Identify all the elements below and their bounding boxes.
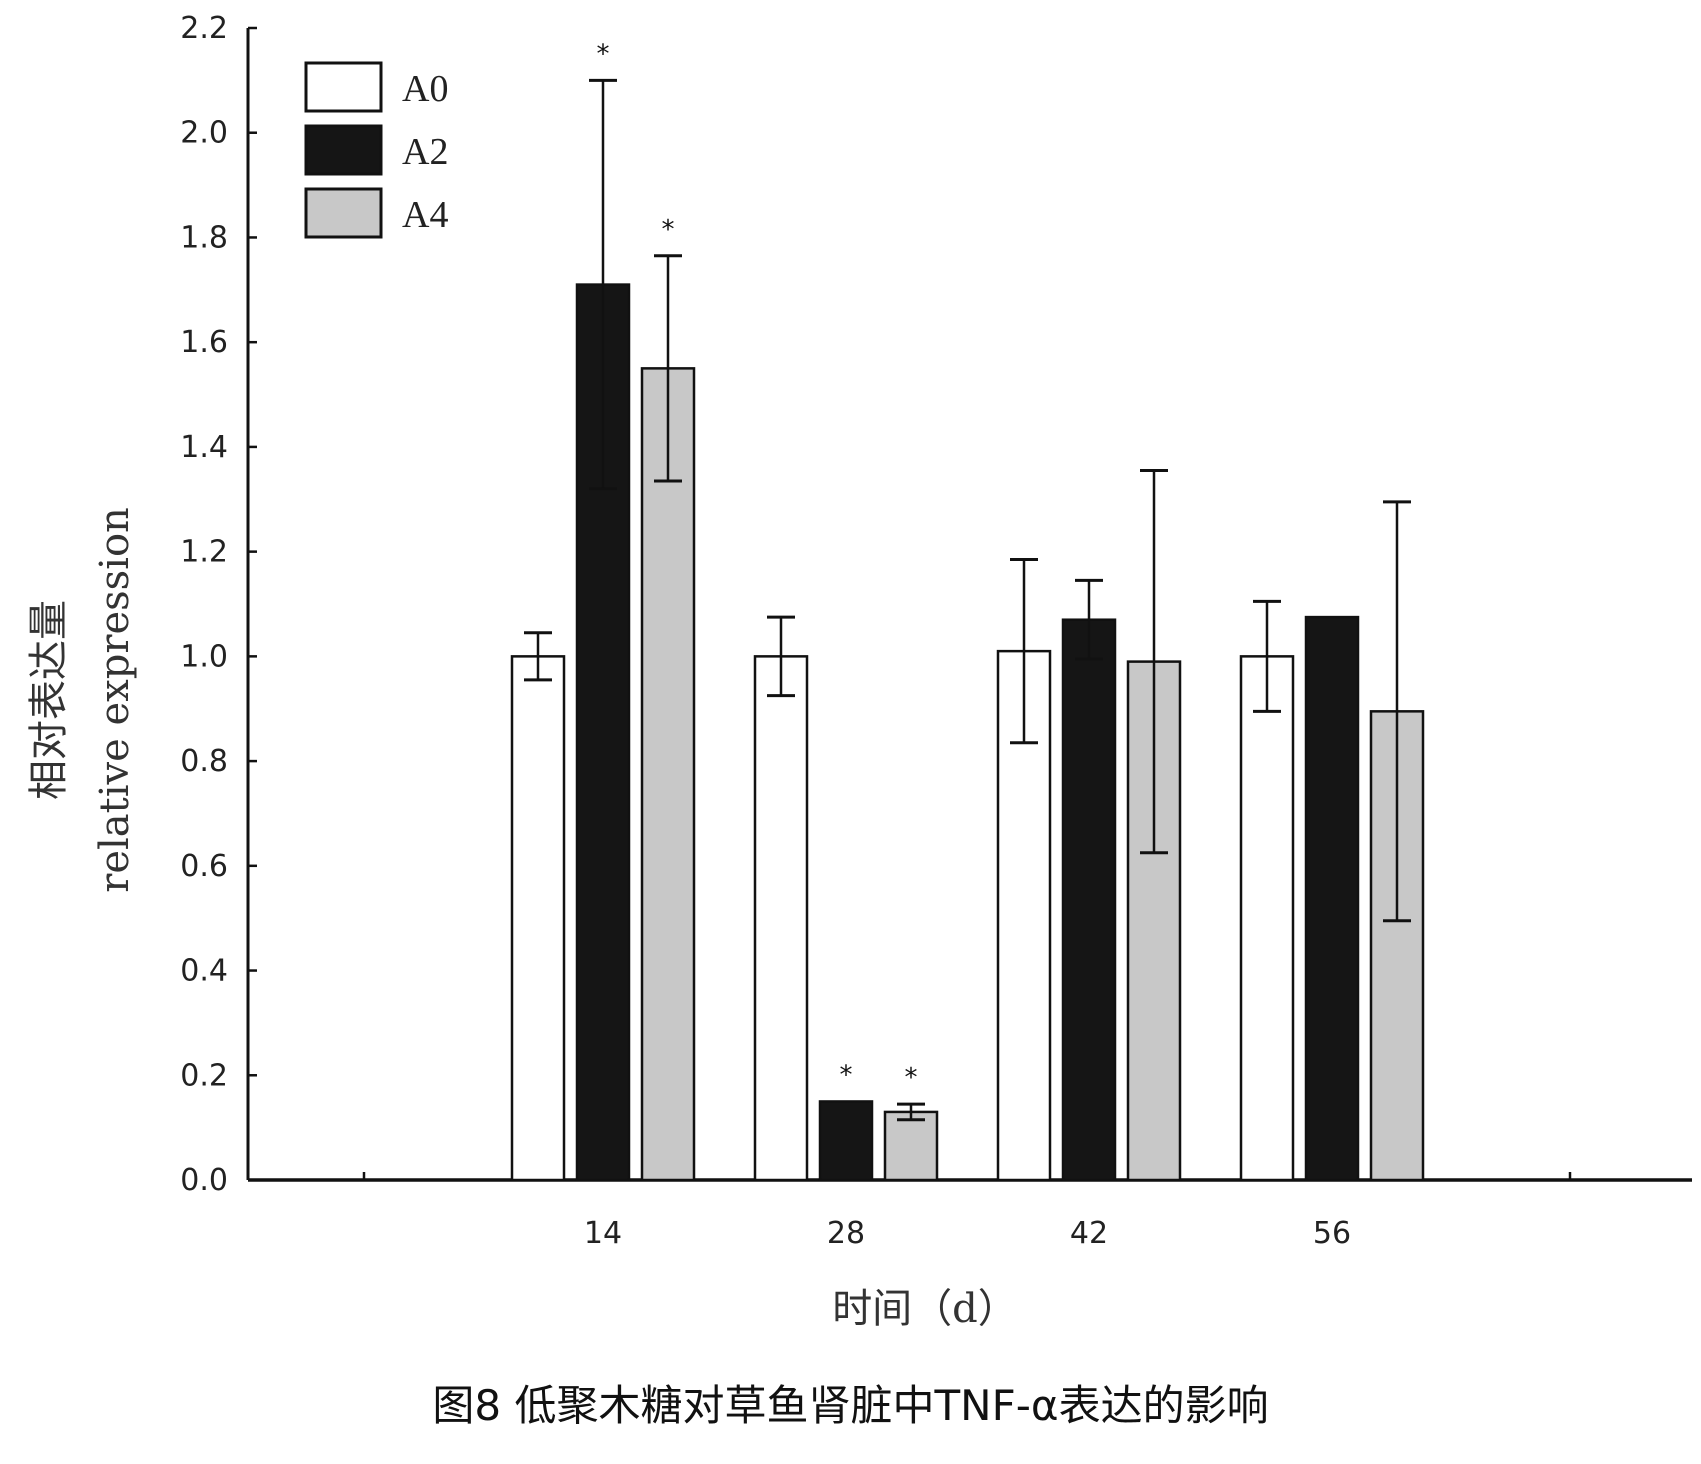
bar-a0 [753,655,809,1182]
error-bars [524,78,1411,1122]
y-tick-label: 1.0 [180,639,228,674]
legend-swatch-a0 [304,61,383,113]
y-tick-label: 1.4 [180,430,228,465]
x-tick-label: 14 [584,1216,622,1251]
significance-star: * [840,1060,853,1090]
y-tick-label: 1.6 [180,325,228,360]
significance-star: * [905,1063,918,1093]
bar-a2 [818,1100,874,1182]
y-tick-label: 0.4 [180,954,228,989]
bar-chart: 0.0 0.2 0.4 0.6 0.8 1.0 1.2 1.4 1.6 1.8 2.0 2.2 14 2… [26,11,1692,1332]
legend-label-a2: A2 [402,131,448,173]
legend-label-a4: A4 [402,194,448,236]
x-axis-title: 时间（d） [832,1286,1018,1332]
bar-a4 [883,1110,939,1182]
y-tick-label: 1.8 [180,220,228,255]
legend-label-a0: A0 [402,68,448,110]
legend-swatch-a4 [304,187,383,239]
legend-swatch-a2 [304,124,383,176]
bar-a0 [996,649,1052,1182]
bar-a4 [1126,660,1182,1182]
bar-a2 [1304,615,1360,1182]
y-axis-title: 相对表达量 relative expression [26,507,138,893]
bar-a0 [1239,655,1295,1182]
bar-a0 [510,655,566,1182]
legend: A0 A2 A4 [304,61,448,239]
y-tick-label: 0.8 [180,744,228,779]
y-tick-label: 0.6 [180,849,228,884]
y-tick-label: 0.0 [180,1163,228,1198]
significance-markers: * * * * [597,39,918,1093]
figure-caption: 图8 低聚木糖对草鱼肾脏中TNF-α表达的影响 [432,1381,1269,1430]
bar-a2 [1061,618,1117,1182]
y-axis-title-cn: 相对表达量 [26,600,72,800]
significance-star: * [597,39,610,69]
y-tick-label: 1.2 [180,535,228,570]
y-axis: 0.0 0.2 0.4 0.6 0.8 1.0 1.2 1.4 1.6 1.8 2.0 2.2 [180,11,257,1198]
x-tick-label: 56 [1313,1216,1351,1251]
y-tick-label: 2.2 [180,11,228,46]
y-tick-label: 0.2 [180,1058,228,1093]
bar-a4 [640,367,696,1182]
x-axis: 14 28 42 56 [248,1172,1692,1251]
y-axis-title-en: relative expression [92,507,138,893]
y-tick-label: 2.0 [180,116,228,151]
bars [510,283,1425,1182]
significance-star: * [662,215,675,245]
x-tick-label: 28 [827,1216,865,1251]
x-tick-label: 42 [1070,1216,1108,1251]
